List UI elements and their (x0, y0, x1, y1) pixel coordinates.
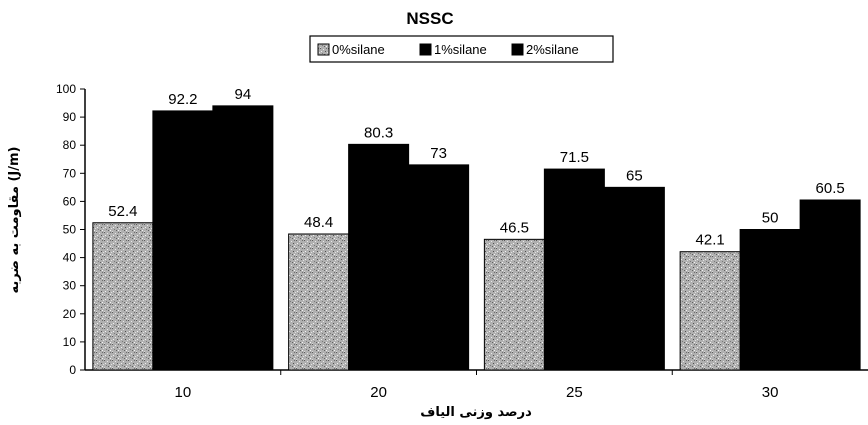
bars (92, 105, 861, 371)
legend-label: 2%silane (526, 42, 579, 57)
y-tick-label: 40 (63, 251, 77, 265)
chart-title: NSSC (406, 9, 453, 28)
x-axis-label: درصد وزنی الیاف (420, 405, 532, 420)
data-label: 52.4 (108, 203, 137, 220)
data-label: 48.4 (304, 214, 333, 231)
data-label: 92.2 (168, 91, 197, 108)
data-label: 71.5 (560, 149, 589, 166)
legend-swatch (511, 43, 524, 56)
legend-swatch (419, 43, 432, 56)
data-label: 65 (626, 167, 643, 184)
legend-swatch (317, 43, 330, 56)
data-label: 50 (762, 210, 779, 227)
x-tick-label: 20 (370, 384, 387, 401)
legend-box (309, 35, 614, 63)
legend-label: 1%silane (434, 42, 487, 57)
x-tick-label: 10 (175, 384, 192, 401)
data-label: 46.5 (500, 219, 529, 236)
data-label: 94 (235, 86, 252, 103)
y-tick-label: 60 (63, 194, 77, 208)
bar (212, 105, 274, 371)
bar (348, 143, 410, 371)
y-tick-label: 10 (63, 335, 77, 349)
bar (152, 110, 214, 371)
x-tick-label: 30 (762, 384, 779, 401)
y-axis-label: مقاومت به ضربه (J/m) (7, 147, 22, 294)
data-label: 80.3 (364, 124, 393, 141)
data-label: 42.1 (696, 232, 725, 249)
bar (739, 229, 801, 371)
data-label: 60.5 (816, 180, 845, 197)
y-tick-label: 0 (69, 363, 76, 377)
bar (92, 222, 154, 371)
bar (799, 199, 861, 371)
bar (408, 164, 470, 371)
bar (679, 251, 741, 371)
bar (288, 233, 350, 371)
data-labels: 52.4 92.2 94 48.4 80.3 73 46.5 71.5 65 42.1 50 60.5 (108, 86, 844, 249)
y-tick-label: 100 (56, 82, 76, 96)
y-tick-label: 30 (63, 279, 77, 293)
bar (603, 186, 665, 371)
y-tick-label: 90 (63, 110, 77, 124)
x-tick-label: 25 (566, 384, 583, 401)
y-tick-label: 70 (63, 166, 77, 180)
legend-label: 0%silane (332, 42, 385, 57)
bar (543, 168, 605, 371)
y-tick-label: 20 (63, 307, 77, 321)
y-tick-label: 80 (63, 138, 77, 152)
bar (483, 238, 545, 371)
legend: 0%silane 1%silane 2%silane (309, 35, 614, 63)
y-tick-label: 50 (63, 223, 77, 237)
data-label: 73 (430, 145, 447, 162)
